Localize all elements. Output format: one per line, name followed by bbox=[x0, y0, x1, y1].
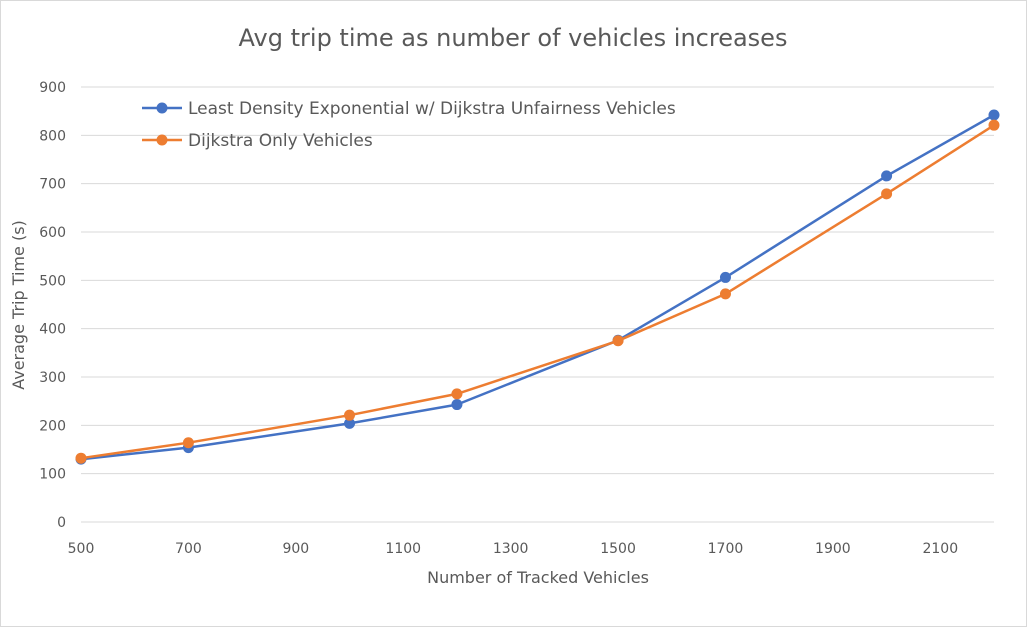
data-point bbox=[881, 170, 893, 182]
data-point bbox=[988, 119, 1000, 131]
y-tick-label: 200 bbox=[39, 418, 66, 434]
data-point bbox=[719, 271, 731, 283]
y-tick-label: 700 bbox=[39, 177, 66, 193]
series-line bbox=[80, 124, 995, 460]
y-tick-label: 400 bbox=[39, 322, 66, 338]
y-tick-label: 600 bbox=[39, 225, 66, 241]
data-point bbox=[451, 388, 463, 400]
series-2 bbox=[75, 119, 1000, 464]
x-tick-label: 1900 bbox=[815, 541, 851, 557]
y-tick-label: 800 bbox=[39, 128, 66, 144]
legend-label: Least Density Exponential w/ Dijkstra Un… bbox=[188, 99, 676, 119]
y-tick-label: 500 bbox=[39, 273, 66, 289]
data-point bbox=[344, 417, 356, 429]
data-point bbox=[344, 409, 356, 421]
data-point bbox=[182, 437, 194, 449]
legend-item: Least Density Exponential w/ Dijkstra Un… bbox=[142, 99, 676, 119]
x-tick-label: 1100 bbox=[385, 541, 421, 557]
legend-item: Dijkstra Only Vehicles bbox=[142, 131, 373, 151]
y-tick-label: 300 bbox=[39, 370, 66, 386]
x-tick-label: 700 bbox=[175, 541, 202, 557]
legend-swatch-marker bbox=[156, 134, 168, 146]
x-axis-ticks: 500 700 900 1100 1300 1500 1700 1900 2100 bbox=[68, 541, 958, 557]
y-tick-label: 100 bbox=[39, 467, 66, 483]
gridlines bbox=[81, 86, 994, 475]
y-tick-label: 0 bbox=[57, 515, 66, 531]
legend: Least Density Exponential w/ Dijkstra Un… bbox=[142, 99, 676, 151]
data-point bbox=[988, 109, 1000, 121]
data-point bbox=[75, 452, 87, 464]
x-tick-label: 1500 bbox=[600, 541, 636, 557]
x-tick-label: 900 bbox=[282, 541, 309, 557]
x-tick-label: 1700 bbox=[708, 541, 744, 557]
data-point bbox=[719, 288, 731, 300]
x-axis-title: Number of Tracked Vehicles bbox=[427, 568, 649, 587]
x-tick-label: 2100 bbox=[922, 541, 958, 557]
x-tick-label: 500 bbox=[68, 541, 95, 557]
data-point bbox=[451, 399, 463, 411]
series-line bbox=[80, 113, 995, 461]
series-layer bbox=[75, 109, 1000, 465]
data-point bbox=[881, 188, 893, 200]
y-axis-title: Average Trip Time (s) bbox=[9, 220, 28, 390]
legend-label: Dijkstra Only Vehicles bbox=[188, 131, 373, 151]
y-axis-ticks: 0 100 200 300 400 500 600 700 800 900 bbox=[39, 80, 66, 531]
legend-swatch-marker bbox=[156, 102, 168, 114]
chart-title: Avg trip time as number of vehicles incr… bbox=[239, 24, 788, 52]
data-point bbox=[612, 335, 624, 347]
y-tick-label: 900 bbox=[39, 80, 66, 96]
x-tick-label: 1300 bbox=[493, 541, 529, 557]
